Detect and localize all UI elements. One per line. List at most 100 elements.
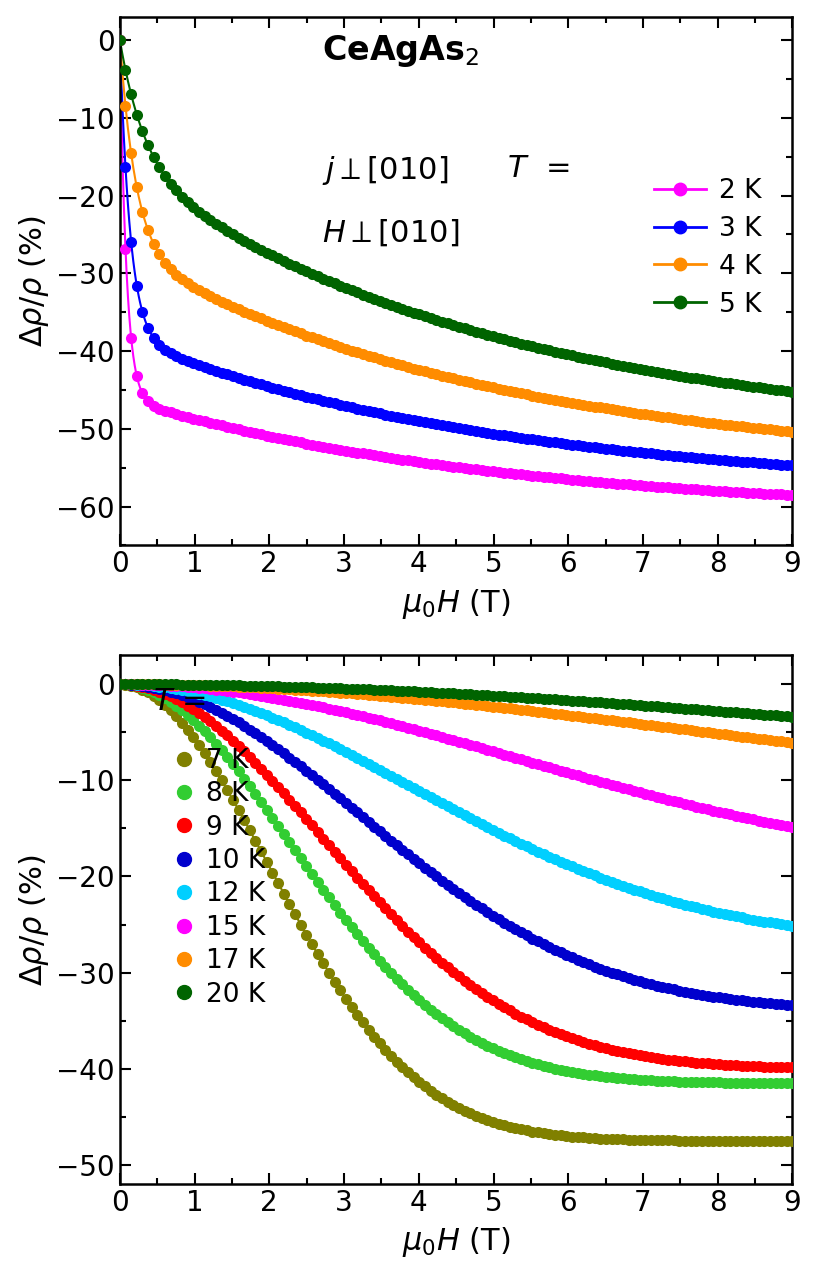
Point: [305, 678, 318, 698]
Point: [429, 866, 443, 887]
Point: [243, 746, 256, 767]
Point: [627, 694, 640, 715]
Point: [373, 892, 386, 912]
Point: [503, 1000, 516, 1021]
Point: [571, 949, 584, 970]
Point: [565, 393, 578, 413]
Point: [209, 288, 222, 309]
Point: [740, 703, 753, 723]
Point: [209, 679, 222, 699]
Point: [565, 690, 578, 711]
Point: [305, 264, 318, 285]
Point: [227, 225, 240, 245]
Point: [187, 408, 200, 429]
Point: [164, 701, 178, 721]
Point: [684, 983, 697, 1003]
Point: [526, 1012, 539, 1032]
Point: [249, 306, 262, 327]
Point: [611, 693, 624, 713]
Point: [425, 1081, 438, 1101]
Point: [594, 868, 607, 888]
Point: [192, 355, 205, 375]
Point: [549, 1124, 562, 1145]
Point: [413, 933, 426, 953]
Point: [667, 892, 681, 912]
Point: [678, 1131, 691, 1151]
Point: [775, 1057, 788, 1077]
Point: [503, 330, 516, 351]
Point: [266, 378, 279, 398]
Point: [209, 688, 222, 708]
Point: [142, 674, 155, 694]
Point: [565, 1028, 578, 1049]
Point: [396, 681, 409, 702]
Point: [367, 944, 380, 965]
Point: [526, 466, 539, 486]
Point: [419, 306, 432, 327]
Point: [594, 351, 607, 371]
Point: [334, 678, 347, 698]
Point: [164, 681, 178, 702]
Point: [311, 727, 324, 748]
Point: [142, 392, 155, 412]
Point: [351, 398, 364, 419]
Point: [305, 864, 318, 884]
Point: [124, 675, 137, 695]
Point: [362, 938, 375, 958]
Point: [497, 329, 510, 350]
Point: [481, 817, 494, 837]
Point: [441, 874, 454, 894]
Point: [769, 706, 782, 726]
Point: [464, 684, 477, 704]
Point: [786, 456, 799, 476]
Point: [311, 329, 324, 350]
Point: [695, 721, 708, 741]
Point: [627, 402, 640, 422]
Point: [159, 674, 172, 694]
Point: [740, 452, 753, 472]
Point: [520, 1009, 533, 1030]
Point: [775, 454, 788, 475]
Point: [707, 701, 720, 721]
Point: [786, 995, 799, 1016]
Point: [718, 725, 731, 745]
Point: [712, 1131, 726, 1151]
Point: [673, 365, 686, 385]
Point: [357, 1012, 370, 1032]
Point: [170, 683, 183, 703]
Point: [254, 703, 267, 723]
Point: [757, 812, 771, 832]
Point: [662, 697, 675, 717]
Point: [487, 697, 500, 717]
Point: [673, 478, 686, 499]
Point: [367, 757, 380, 777]
Point: [639, 476, 652, 496]
Point: [532, 754, 545, 775]
Point: [136, 121, 149, 142]
Point: [260, 852, 273, 873]
Point: [198, 675, 211, 695]
Point: [497, 462, 510, 482]
Point: [192, 410, 205, 430]
Point: [277, 676, 290, 697]
Point: [407, 302, 420, 323]
Point: [204, 727, 217, 748]
Point: [260, 676, 273, 697]
Point: [690, 1131, 703, 1151]
Point: [254, 678, 267, 698]
Point: [266, 707, 279, 727]
Point: [147, 674, 160, 694]
Point: [481, 1035, 494, 1055]
Point: [373, 951, 386, 971]
Point: [147, 328, 160, 348]
Point: [232, 800, 245, 820]
Point: [209, 734, 222, 754]
Point: [362, 880, 375, 901]
Point: [294, 720, 308, 740]
Point: [124, 674, 137, 694]
Point: [357, 684, 370, 704]
X-axis label: $\mu_0H$ (T): $\mu_0H$ (T): [402, 587, 510, 620]
Point: [441, 456, 454, 476]
Point: [554, 468, 567, 489]
Point: [656, 407, 669, 427]
